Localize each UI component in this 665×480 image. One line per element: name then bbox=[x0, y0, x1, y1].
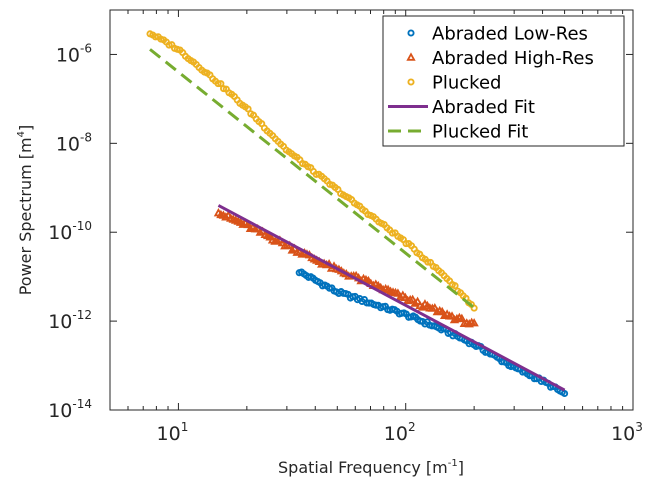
y-tick-label: 10-8 bbox=[56, 130, 92, 155]
x-axis-unit-exp: -1 bbox=[448, 458, 458, 469]
x-axis-unit-base: m bbox=[432, 458, 448, 477]
legend-label: Abraded Low-Res bbox=[432, 24, 588, 45]
x-tick-label: 103 bbox=[611, 420, 643, 445]
y-tick-label: 10-10 bbox=[48, 219, 92, 244]
y-tick-label: 10-14 bbox=[48, 397, 92, 422]
x-axis-label: Spatial Frequency [m-1] bbox=[278, 458, 464, 477]
legend-label: Abraded High-Res bbox=[432, 48, 594, 69]
legend-label: Abraded Fit bbox=[432, 97, 535, 118]
y-tick-label: 10-6 bbox=[56, 41, 92, 66]
y-axis-label: Power Spectrum [m4] bbox=[16, 125, 35, 296]
legend: Abraded Low-Res Abraded High-Res Plucked Ab… bbox=[383, 16, 624, 146]
x-tick-label: 102 bbox=[384, 420, 416, 445]
legend-label: Plucked bbox=[432, 73, 501, 94]
x-tick-label: 101 bbox=[157, 420, 189, 445]
legend-entry: Abraded High-Res bbox=[408, 48, 594, 69]
legend-label: Plucked Fit bbox=[432, 122, 528, 143]
legend-entry: Abraded Low-Res bbox=[408, 24, 588, 45]
y-axis-unit-base: m bbox=[16, 137, 35, 153]
y-axis-label-text: Power Spectrum bbox=[16, 164, 35, 295]
y-tick-label: 10-12 bbox=[48, 308, 92, 333]
x-axis-label-text: Spatial Frequency bbox=[278, 458, 421, 477]
